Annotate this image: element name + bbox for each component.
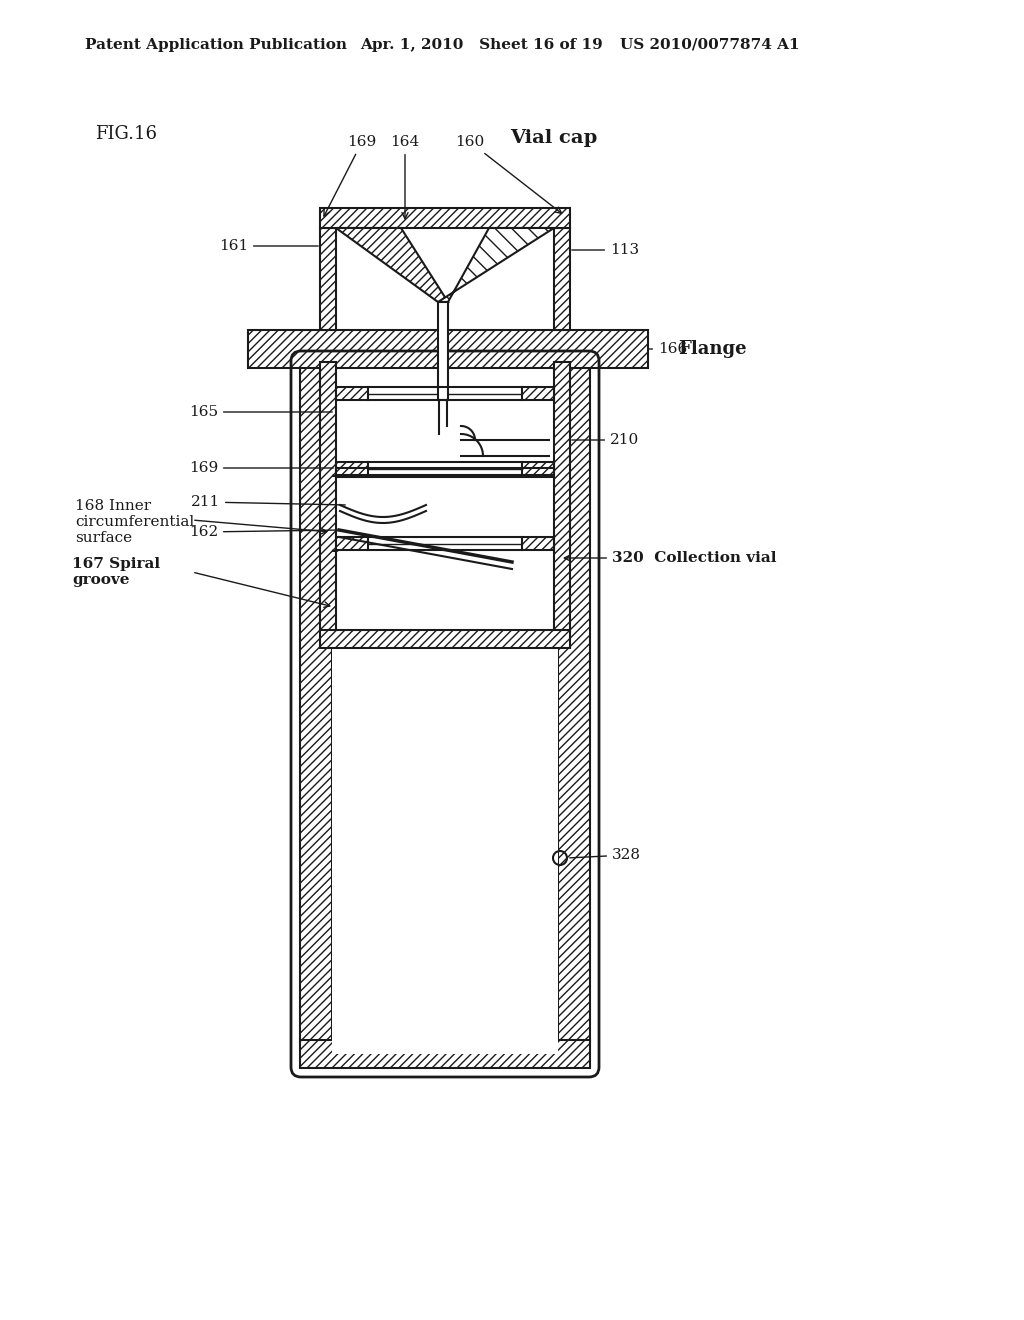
Bar [336,462,368,475]
Text: 165: 165 [188,405,332,418]
Text: 210: 210 [571,433,639,447]
Bar [319,630,570,648]
Text: US 2010/0077874 A1: US 2010/0077874 A1 [620,38,800,51]
Text: Vial cap: Vial cap [510,129,597,147]
Text: 320  Collection vial: 320 Collection vial [564,550,776,565]
Text: 168 Inner
circumferential
surface: 168 Inner circumferential surface [75,499,195,545]
Text: 169: 169 [188,461,333,475]
Bar [554,228,570,330]
Polygon shape [336,228,449,302]
Bar [336,362,554,632]
Text: 167 Spiral
groove: 167 Spiral groove [72,557,160,587]
Text: Apr. 1, 2010   Sheet 16 of 19: Apr. 1, 2010 Sheet 16 of 19 [360,38,603,51]
Bar [336,537,368,550]
Bar [248,330,648,368]
Text: Flange: Flange [678,341,746,358]
Text: Patent Application Publication: Patent Application Publication [85,38,347,51]
Text: 211: 211 [190,495,345,510]
Text: FIG.16: FIG.16 [95,125,157,143]
Bar [522,462,554,475]
Bar [438,302,449,400]
Bar [558,360,590,1041]
Text: 162: 162 [188,525,337,539]
Bar [332,360,558,1053]
Bar [522,537,554,550]
Text: 328: 328 [569,847,641,862]
Text: 164: 164 [390,135,420,219]
Bar [319,228,336,330]
Text: 166: 166 [649,342,687,356]
Text: 161: 161 [219,239,318,253]
Bar [554,362,570,632]
Bar [319,209,570,228]
Bar [522,387,554,400]
Bar [300,1040,590,1068]
Polygon shape [438,228,554,302]
Text: 169: 169 [324,135,377,216]
Text: 113: 113 [571,243,639,257]
Bar [336,387,368,400]
Bar [336,209,554,330]
Bar [319,362,336,632]
Text: 160: 160 [456,135,561,214]
Bar [300,360,332,1041]
